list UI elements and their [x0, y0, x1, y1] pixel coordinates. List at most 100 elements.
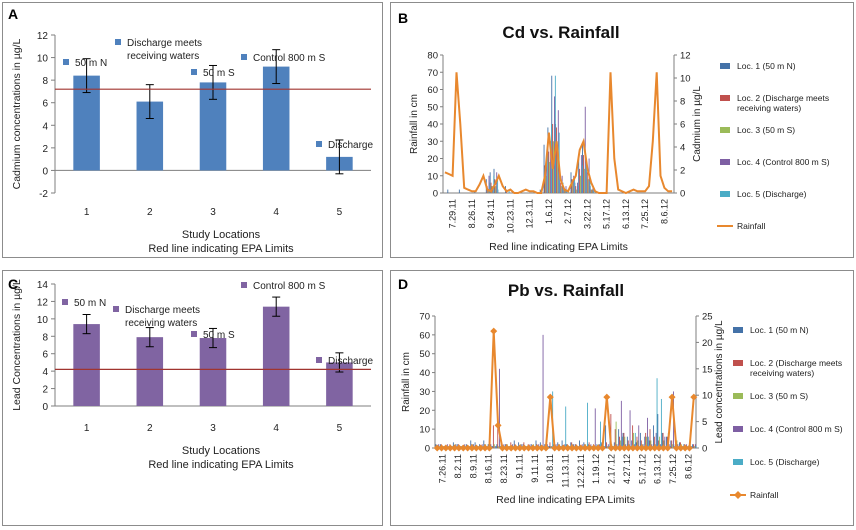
- y2-tick-label: 0: [680, 189, 685, 200]
- chart-d: Pb vs. Rainfall 0 10 20 30 40 50 60 70 0 5 10 15 20 25…: [401, 281, 843, 506]
- annotation-marker: [191, 69, 197, 75]
- y-tick-label: 10: [37, 54, 49, 65]
- bar-loc1: [483, 440, 485, 448]
- bar-loc1: [539, 442, 541, 448]
- panel-label: B: [398, 10, 409, 26]
- y2-tick-label: 4: [680, 143, 685, 154]
- rainfall-marker: [472, 444, 480, 452]
- bar-loc5: [565, 406, 567, 448]
- bar-loc1: [679, 442, 680, 448]
- rainfall-marker: [681, 444, 689, 452]
- legend-label: Loc. 2 (Discharge meets receiving waters): [750, 358, 842, 378]
- bar-loc4: [573, 175, 575, 193]
- rainfall-marker: [433, 444, 441, 452]
- bar-loc2: [559, 182, 561, 193]
- bar-3: [199, 338, 227, 406]
- panel-label: C: [8, 276, 19, 292]
- bar-loc2: [623, 432, 625, 448]
- bar-loc2: [571, 179, 573, 193]
- x-tick-label: 10.23.11: [505, 199, 515, 233]
- legend-swatch-loc2: [720, 95, 730, 101]
- bar-loc5: [593, 189, 595, 193]
- rainfall-marker: [446, 444, 454, 452]
- x-tick-label: 11.13.11: [561, 454, 571, 488]
- x-tick-label: 3: [210, 207, 216, 218]
- rainfall-marker: [516, 444, 524, 452]
- y-tick-label: 60: [427, 85, 438, 96]
- annotation-marker: [316, 141, 322, 147]
- bar-loc5: [578, 186, 579, 193]
- rainfall-marker: [642, 444, 650, 452]
- bar-loc4: [542, 334, 544, 448]
- y-tick-label: 60: [419, 330, 430, 341]
- bar-loc3: [487, 189, 489, 193]
- chart-title: Pb vs. Rainfall: [508, 281, 624, 300]
- bar-loc2: [662, 432, 664, 448]
- bar-loc3: [493, 444, 495, 448]
- bar-loc1: [557, 442, 559, 448]
- x-tick-label: 8.9.11: [468, 454, 478, 478]
- bar-loc4: [494, 446, 496, 448]
- bar-loc5: [634, 432, 636, 448]
- bar-loc1: [583, 442, 585, 448]
- legend-swatch-loc3: [733, 393, 743, 399]
- rainfall-marker: [464, 444, 472, 452]
- y2-axis-label: Lead concentrations in µg/L: [714, 320, 725, 444]
- rainfall-marker: [568, 444, 576, 452]
- y-tick-label: 20: [427, 154, 438, 165]
- x-axis-label: Red line indicating EPA Limits: [489, 241, 628, 253]
- rainfall-marker: [542, 444, 550, 452]
- annotation-label: Discharge: [328, 356, 373, 367]
- bar-loc1: [492, 446, 493, 448]
- y2-tick-label: 5: [702, 417, 707, 428]
- legend-label: Loc. 2 (Discharge meets receiving waters): [737, 93, 829, 113]
- annotation-marker: [191, 331, 197, 337]
- x-tick-label: 7.25.12: [668, 454, 678, 484]
- x-axis-label-2: Red line indicating EPA Limits: [148, 243, 294, 255]
- annotation-label: 50 m S: [203, 68, 235, 79]
- legend-swatch-loc4: [720, 159, 730, 165]
- rainfall-marker: [590, 444, 598, 452]
- rainfall-marker: [481, 444, 489, 452]
- bar-loc4: [488, 175, 490, 193]
- bar-loc1: [543, 144, 545, 193]
- bar-loc5: [508, 189, 510, 193]
- rainfall-marker: [529, 444, 537, 452]
- bar-loc3: [545, 175, 547, 193]
- annotation-label: 50 m N: [75, 58, 107, 69]
- legend-label: Loc. 3 (50 m S): [750, 391, 808, 401]
- annotation-label: 50 m S: [203, 330, 235, 341]
- bar-loc4: [694, 444, 696, 448]
- bar-loc2: [548, 151, 550, 193]
- y2-tick-label: 10: [680, 74, 691, 85]
- y-tick-label: 80: [427, 51, 438, 62]
- rainfall-marker: [525, 444, 533, 452]
- rainfall-marker: [603, 393, 611, 401]
- x-tick-label: 2.17.12: [607, 454, 617, 484]
- bar-loc3: [637, 440, 639, 448]
- rainfall-marker: [646, 444, 654, 452]
- rainfall-marker: [468, 444, 476, 452]
- chart-title: Cd vs. Rainfall: [502, 23, 619, 42]
- y2-tick-label: 20: [702, 338, 713, 349]
- rainfall-marker: [655, 444, 663, 452]
- bar-loc2: [549, 442, 551, 448]
- rainfall-marker: [442, 444, 450, 452]
- bar-loc4: [554, 96, 555, 193]
- x-tick-label: 3.22.12: [582, 199, 592, 229]
- rainfall-marker: [490, 327, 498, 335]
- bar-loc4: [664, 436, 666, 448]
- bar-loc3: [560, 186, 562, 193]
- bar-loc2: [552, 124, 554, 193]
- bar-loc5: [574, 179, 576, 193]
- bar-loc3: [556, 144, 558, 193]
- y-tick-label: 0: [42, 166, 48, 177]
- x-tick-label: 2: [147, 423, 153, 434]
- bar-loc3: [693, 446, 695, 448]
- bar-loc1: [622, 432, 624, 448]
- annotation-label: Discharge meets receiving waters: [125, 305, 200, 329]
- bar-loc1: [579, 440, 580, 448]
- bar-loc2: [556, 127, 557, 193]
- bar-loc2: [636, 436, 638, 448]
- x-tick-label: 4: [273, 423, 279, 434]
